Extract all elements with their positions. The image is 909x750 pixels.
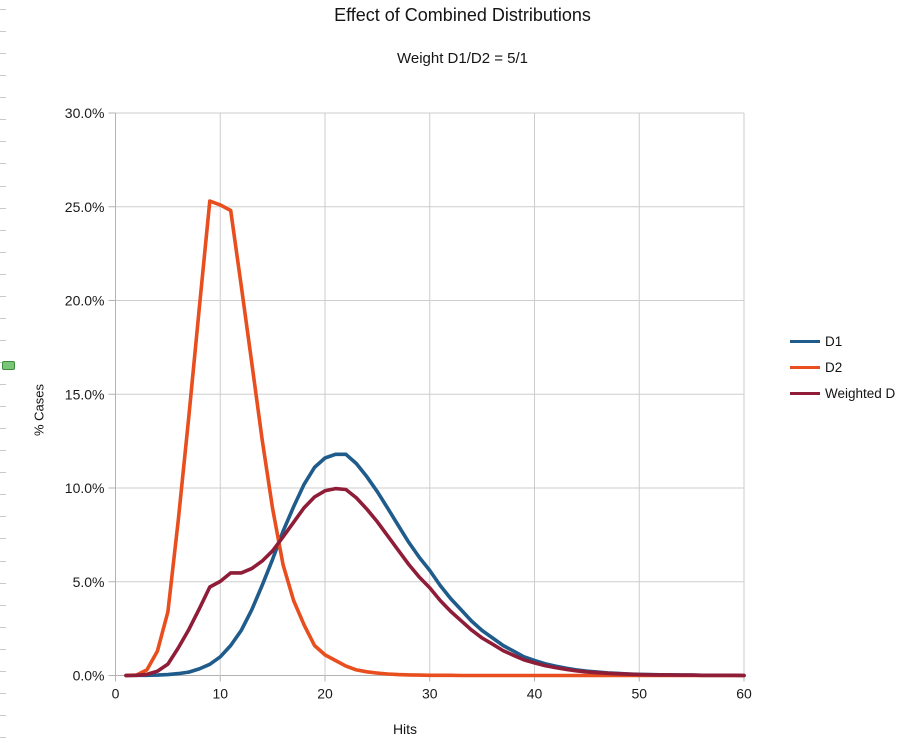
chart-legend: D1 D2 Weighted D [790,328,909,406]
row-gridline-mark [0,428,6,430]
series-line-d1 [124,452,746,678]
y-tick-label: 30.0% [65,105,105,121]
row-gridline-mark [0,714,6,716]
x-tick-label: 0 [112,686,120,702]
row-gridline-mark [0,53,6,55]
legend-line-swatch [790,391,820,395]
row-gridline-mark [0,317,6,319]
row-gridline-mark [0,339,6,341]
row-gridline-mark [0,582,6,584]
legend-item-d1: D1 [790,328,909,354]
legend-label: Weighted D [825,385,896,401]
x-tick-label: 20 [317,686,333,702]
x-axis-title: Hits [392,721,418,737]
row-gridline-mark [0,229,6,231]
x-tick-label: 50 [631,686,647,702]
row-gridline-mark [0,141,6,143]
legend-item-d2: D2 [790,354,909,380]
legend-label: D2 [825,359,843,375]
y-tick-label: 15.0% [65,386,105,402]
chart-title: Effect of Combined Distributions [334,5,591,25]
row-gridline-mark [0,648,6,650]
row-gridline-mark [0,494,6,496]
row-gridline-mark [0,31,6,33]
chart-selection-handle[interactable] [2,361,15,370]
row-gridline-mark [0,9,6,10]
row-gridline-mark [0,692,6,694]
series-line-d2 [124,199,746,678]
row-gridline-mark [0,119,6,121]
legend-item-weighted-d: Weighted D [790,380,909,406]
x-tick-label: 40 [527,686,543,702]
row-gridline-mark [0,207,6,209]
row-gridline-mark [0,406,6,408]
row-gridline-mark [0,626,6,628]
row-gridline-mark [0,75,6,77]
row-gridline-mark [0,450,6,452]
y-tick-label: 10.0% [65,480,105,496]
chart-subtitle: Weight D1/D2 = 5/1 [396,50,529,67]
row-gridline-mark [0,472,6,474]
row-gridline-mark [0,384,6,385]
row-gridline-mark [0,670,6,672]
row-gridline-mark [0,538,6,540]
row-gridline-mark [0,273,6,275]
y-tick-label: 20.0% [65,293,105,309]
row-gridline-mark [0,185,6,187]
legend-line-swatch [790,339,820,343]
series-line-weighted-d [124,486,746,678]
y-tick-label: 25.0% [65,199,105,215]
row-gridline-mark [0,516,6,518]
x-tick-label: 60 [736,686,752,702]
x-tick-label: 10 [212,686,228,702]
row-gridline-mark [0,560,6,562]
legend-line-swatch [790,365,820,369]
y-tick-label: 0.0% [73,668,105,684]
row-gridline-mark [0,97,6,99]
row-gridline-mark [0,163,6,165]
row-gridline-mark [0,737,6,738]
y-tick-label: 5.0% [73,574,105,590]
row-gridline-mark [0,604,6,606]
row-gridline-mark [0,295,6,297]
row-gridline-mark [0,251,6,253]
legend-label: D1 [825,333,843,349]
x-tick-label: 30 [422,686,438,702]
